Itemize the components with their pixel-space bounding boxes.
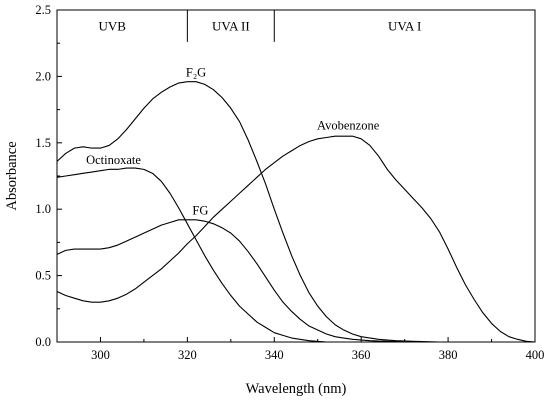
series-label-fg: FG [192, 204, 208, 218]
y-tick-label: 0.0 [35, 335, 51, 349]
y-tick-label: 1.0 [35, 202, 51, 216]
series-label-octinoxate: Octinoxate [86, 153, 141, 167]
series-label-avobenzone: Avobenzone [317, 119, 380, 133]
plot-frame [56, 9, 536, 343]
x-tick-label: 400 [526, 348, 545, 362]
x-tick-label: 320 [178, 348, 197, 362]
y-tick-label: 1.5 [35, 136, 51, 150]
region-label-uva-i: UVA I [388, 19, 421, 34]
region-label-uvb: UVB [98, 19, 126, 34]
y-tick-label: 0.5 [35, 269, 51, 283]
x-tick-label: 360 [352, 348, 371, 362]
uv-regions: UVB UVA II UVA I [98, 10, 421, 42]
series-line-avobenzone [56, 135, 536, 343]
x-tick-label: 340 [265, 348, 284, 362]
region-label-uva-ii: UVA II [212, 19, 250, 34]
y-tick-label: 2.5 [35, 3, 51, 17]
x-tick-label: 300 [91, 348, 110, 362]
series-line-f-g [56, 81, 440, 343]
y-tick-label: 2.0 [35, 69, 51, 83]
series-line-fg [56, 219, 414, 343]
series-line-octinoxate [56, 167, 327, 343]
y-axis-title: Absorbance [4, 141, 20, 210]
x-axis-title: Wavelength (nm) [246, 381, 347, 397]
series-label-f-g: F₂G [186, 65, 206, 79]
series-layer: F₂G Avobenzone Octinoxate FG [56, 65, 536, 343]
x-tick-label: 380 [439, 348, 458, 362]
axes: 300 320 340 360 380 400 0.0 0.5 1.0 1.5 2.0 2.5 [35, 3, 544, 362]
